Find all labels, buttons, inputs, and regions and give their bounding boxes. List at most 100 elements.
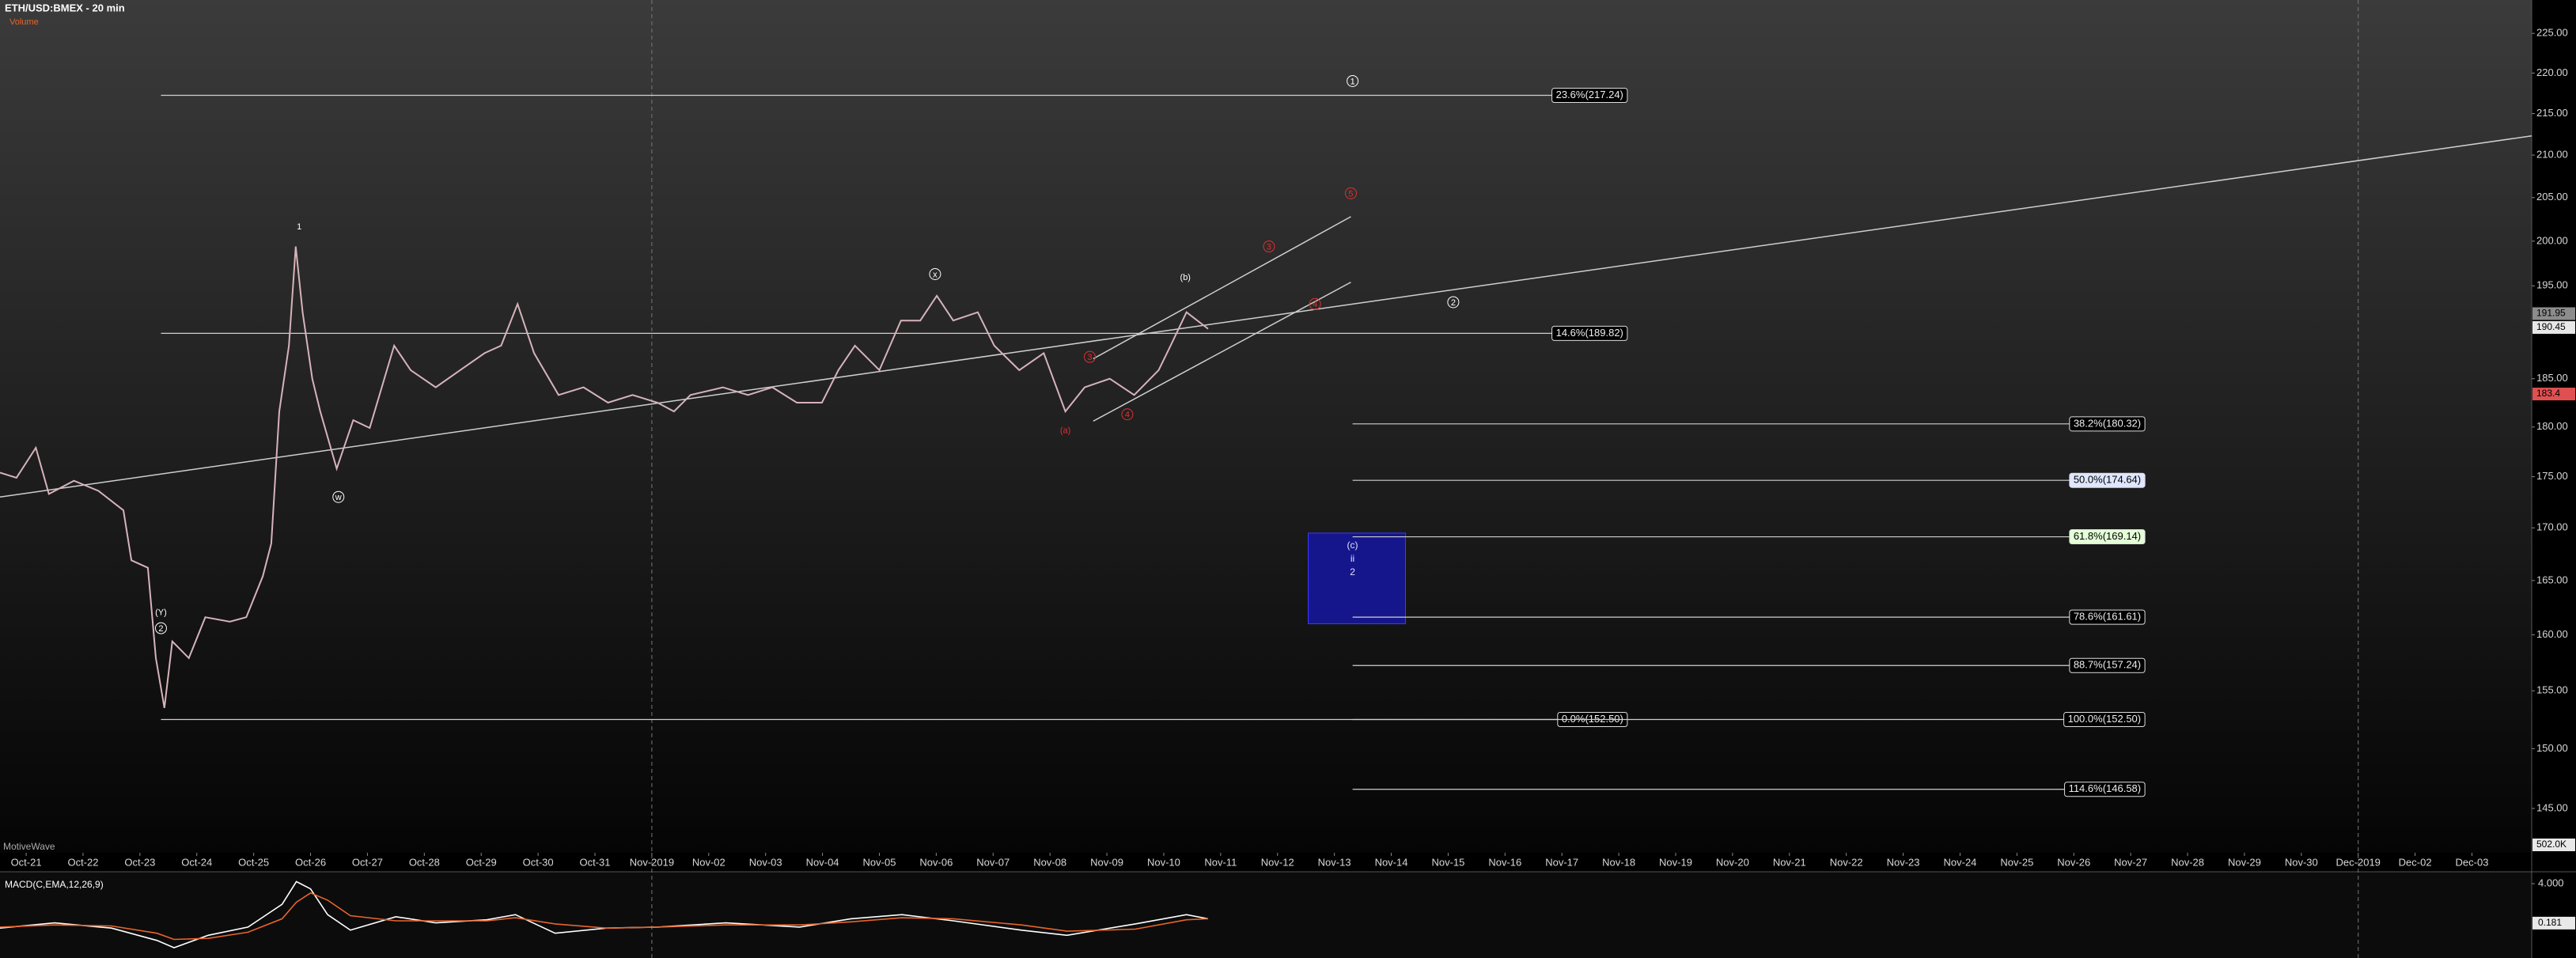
zone-text: ii xyxy=(1351,553,1354,564)
price-line xyxy=(0,246,1209,709)
zone-text: 2 xyxy=(1350,566,1355,577)
x-tick-label: Nov-02 xyxy=(692,856,725,868)
x-tick-label: Nov-24 xyxy=(1944,856,1977,868)
x-tick-label: Nov-03 xyxy=(749,856,782,868)
x-tick-label: Oct-24 xyxy=(181,856,212,868)
x-tick-label: Nov-08 xyxy=(1033,856,1066,868)
y-tick-label: 220.00 xyxy=(2536,66,2568,78)
fib-label: 78.6%(161.61) xyxy=(2074,611,2141,623)
fib-label: 38.2%(180.32) xyxy=(2074,417,2141,429)
fib-label-box xyxy=(2069,529,2146,545)
x-tick-label: Nov-18 xyxy=(1602,856,1635,868)
y-tick-label: 165.00 xyxy=(2536,574,2568,585)
wave-circle xyxy=(1347,74,1359,87)
x-tick-label: Nov-20 xyxy=(1716,856,1749,868)
y-tick-label: 185.00 xyxy=(2536,372,2568,384)
x-tick-label: Nov-17 xyxy=(1545,856,1578,868)
volume-marker-label: 502.0K xyxy=(2536,839,2567,850)
wave-circle xyxy=(1263,240,1275,253)
trend-line xyxy=(1093,216,1351,360)
x-tick-label: Nov-16 xyxy=(1488,856,1521,868)
macd-marker-label: 0.181 xyxy=(2538,917,2562,928)
fib-label: 61.8%(169.14) xyxy=(2074,530,2141,542)
x-tick-label: Dec-02 xyxy=(2399,856,2432,868)
y-tick-label: 145.00 xyxy=(2536,801,2568,813)
x-tick-label: Nov-14 xyxy=(1375,856,1408,868)
x-tick-label: Nov-28 xyxy=(2171,856,2204,868)
wave-label: (a) xyxy=(1060,426,1070,435)
x-tick-label: Oct-23 xyxy=(124,856,155,868)
y-tick-label: 170.00 xyxy=(2536,521,2568,533)
fib-label: 88.7%(157.24) xyxy=(2074,659,2141,671)
x-tick-label: Oct-28 xyxy=(409,856,440,868)
x-axis-band xyxy=(0,853,2576,872)
price-marker xyxy=(2532,307,2575,320)
fib-label: 23.6%(217.24) xyxy=(1556,89,1623,100)
y-tick-label: 200.00 xyxy=(2536,234,2568,246)
wave-label: 2 xyxy=(158,624,163,634)
fib-label: 100.0%(152.50) xyxy=(2068,713,2142,725)
price-marker xyxy=(2532,388,2575,401)
y-tick-label: 150.00 xyxy=(2536,742,2568,754)
wave-circle xyxy=(1309,297,1321,310)
trend-line xyxy=(1093,282,1351,422)
watermark: MotiveWave xyxy=(3,841,55,852)
x-tick-label: Nov-05 xyxy=(863,856,896,868)
price-marker-label: 190.45 xyxy=(2536,321,2566,332)
zone xyxy=(1308,532,1406,625)
zone-text: (c) xyxy=(1347,540,1358,551)
x-tick-label: Nov-30 xyxy=(2285,856,2318,868)
x-tick-label: Nov-15 xyxy=(1431,856,1464,868)
x-tick-label: Nov-12 xyxy=(1261,856,1294,868)
y-tick-label: 175.00 xyxy=(2536,470,2568,482)
x-tick-label: Nov-04 xyxy=(806,856,839,868)
x-tick-label: Oct-31 xyxy=(580,856,611,868)
wave-label: 3 xyxy=(1087,353,1092,362)
y-tick-label: 160.00 xyxy=(2536,628,2568,640)
fib-label: 0.0%(152.50) xyxy=(1562,713,1623,725)
x-tick-label: Oct-30 xyxy=(523,856,554,868)
macd-panel xyxy=(0,872,2532,958)
wave-circle xyxy=(332,490,345,503)
wave-circle xyxy=(154,622,167,634)
plot-background xyxy=(0,0,2532,853)
y-axis-band xyxy=(2532,0,2576,958)
x-tick-label: Nov-23 xyxy=(1887,856,1920,868)
x-tick-label: Nov-27 xyxy=(2114,856,2147,868)
x-tick-label: Nov-19 xyxy=(1659,856,1692,868)
y-tick-label: 205.00 xyxy=(2536,191,2568,203)
chart-title: ETH/USD:BMEX - 20 min xyxy=(5,2,125,13)
wave-circle xyxy=(1121,408,1134,421)
y-tick-label: 195.00 xyxy=(2536,279,2568,291)
wave-label: x xyxy=(933,270,938,279)
wave-circle xyxy=(929,267,941,280)
x-tick-label: Nov-06 xyxy=(919,856,953,868)
x-tick-label: Oct-27 xyxy=(352,856,383,868)
wave-label: 1 xyxy=(297,222,301,232)
x-tick-label: Oct-22 xyxy=(67,856,98,868)
y-tick-label: 180.00 xyxy=(2536,420,2568,432)
x-tick-label: Nov-29 xyxy=(2228,856,2261,868)
fib-label-box xyxy=(2069,416,2146,432)
wave-label: w xyxy=(335,493,342,502)
x-tick-label: Oct-25 xyxy=(238,856,269,868)
y-tick-label: 210.00 xyxy=(2536,148,2568,160)
price-marker-label: 191.95 xyxy=(2536,308,2566,319)
fib-label-box xyxy=(1551,325,1628,341)
wave-label: (b) xyxy=(1180,273,1191,282)
price-marker-label: 183.4 xyxy=(2536,388,2560,399)
x-tick-label: Oct-21 xyxy=(11,856,42,868)
y-tick-label: 225.00 xyxy=(2536,27,2568,39)
fib-label: 114.6%(146.58) xyxy=(2069,782,2142,794)
y-tick-label: 215.00 xyxy=(2536,107,2568,119)
wave-label: 1 xyxy=(1351,77,1355,86)
wave-label: 3 xyxy=(1267,242,1271,252)
y-tick-label: 155.00 xyxy=(2536,684,2568,696)
trend-line xyxy=(0,135,2532,498)
wave-label: 4 xyxy=(1125,411,1130,420)
x-tick-label: Nov-21 xyxy=(1773,856,1806,868)
fib-label-box xyxy=(2064,782,2146,797)
x-tick-label: Dec-03 xyxy=(2456,856,2489,868)
x-tick-label: Oct-29 xyxy=(466,856,497,868)
